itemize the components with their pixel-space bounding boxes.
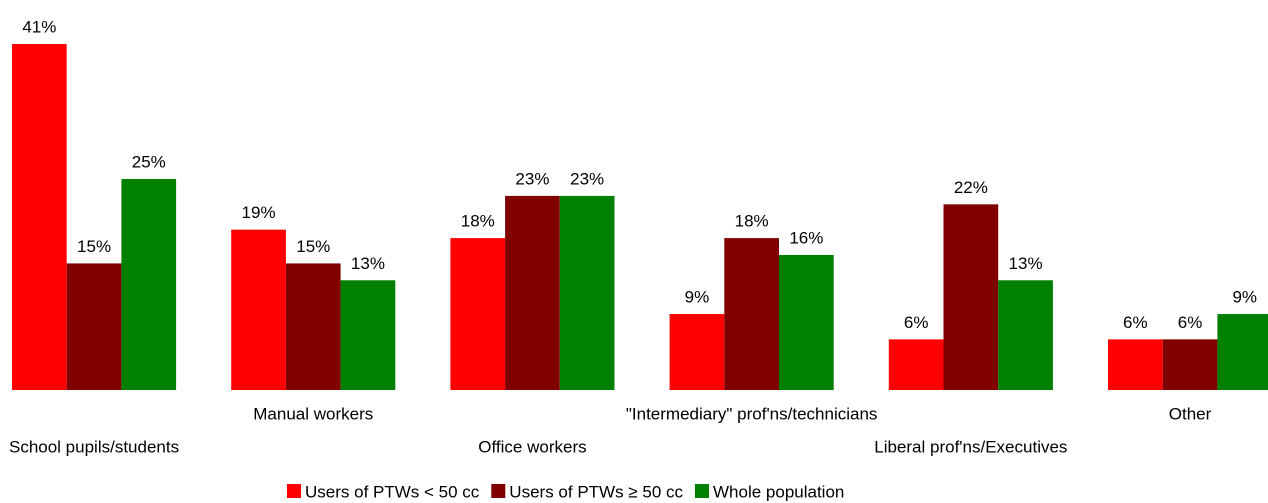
legend-swatch [491,484,506,498]
data-label: 16% [789,228,823,247]
data-label: 9% [1232,288,1257,307]
bar [779,254,834,390]
data-label: 13% [1009,254,1043,273]
bar [888,339,944,390]
data-label: 18% [735,212,769,231]
x-tick-label: Liberal prof'ns/Executives [874,437,1067,456]
x-tick-label: "Intermediary" prof'ns/technicians [626,404,878,423]
data-label: 15% [296,237,330,256]
bar [724,238,779,390]
bar [12,44,67,390]
data-label: 23% [570,169,604,188]
data-label: 18% [461,212,495,231]
data-label: 41% [22,17,56,36]
data-label: 9% [685,288,710,307]
bar [285,263,341,390]
legend-label: Users of PTWs < 50 cc [305,482,480,501]
bar [998,280,1053,390]
bar [559,195,615,390]
legend-swatch [695,484,709,498]
bar [340,280,396,390]
data-label: 15% [77,237,111,256]
x-tick-label: Office workers [478,437,586,456]
legend-label: Whole population [713,482,844,501]
legend-label: Users of PTWs ≥ 50 cc [509,482,683,501]
data-label: 22% [954,178,988,197]
bar [1217,314,1268,390]
data-label: 6% [904,313,929,332]
data-label: 19% [242,203,276,222]
bar [1108,339,1163,390]
bar [943,204,999,390]
bar [121,179,177,390]
data-label: 6% [1178,313,1203,332]
data-label: 13% [351,254,385,273]
x-tick-label: Manual workers [253,404,373,423]
bar [66,263,122,390]
bar [1162,339,1218,390]
data-label: 23% [515,169,549,188]
bar [669,314,725,390]
data-label: 6% [1123,313,1148,332]
legend-swatch [287,484,301,498]
bar [505,195,560,390]
bar [231,229,286,390]
x-tick-label: School pupils/students [9,437,179,456]
x-tick-label: Other [1169,404,1212,423]
bar [450,238,506,390]
data-label: 25% [132,153,166,172]
